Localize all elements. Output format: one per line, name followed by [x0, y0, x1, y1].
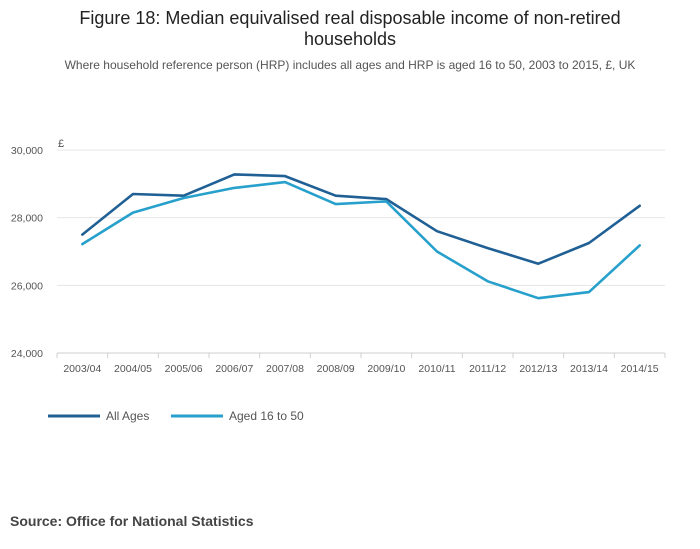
x-tick-label: 2012/13 — [519, 363, 557, 375]
y-tick-label: 28,000 — [11, 213, 43, 225]
x-tick-label: 2009/10 — [367, 363, 405, 375]
series-lines — [81, 173, 642, 300]
gridlines — [57, 149, 665, 286]
x-tick-label: 2010/11 — [418, 363, 455, 375]
source-note: Source: Office for National Statistics — [10, 513, 254, 529]
legend-label-all-ages: All Ages — [106, 409, 149, 423]
x-tick-label: 2006/07 — [215, 363, 253, 375]
x-tick-label: 2013/14 — [570, 363, 608, 375]
x-axis: 2003/04 2004/05 2005/06 2006/07 2007/08 2008/… — [56, 352, 666, 375]
y-axis-unit-label: £ — [58, 138, 64, 150]
x-tick-label: 2008/09 — [317, 363, 355, 375]
y-tick-label: 26,000 — [11, 280, 43, 292]
y-tick-label: 30,000 — [11, 145, 43, 157]
legend: All Ages Aged 16 to 50 — [48, 409, 304, 423]
x-tick-label: 2011/12 — [469, 363, 506, 375]
legend-label-aged-16-to-50: Aged 16 to 50 — [229, 409, 304, 423]
chart-title-line-1: Figure 18: Median equivalised real dispo… — [79, 8, 620, 28]
x-tick-label: 2007/08 — [266, 363, 304, 375]
y-axis: 24,000 26,000 28,000 30,000 — [11, 145, 43, 360]
x-tick-label: 2005/06 — [165, 363, 203, 375]
x-tick-label: 2003/04 — [63, 363, 101, 375]
series-line-aged-16-to-50 — [81, 180, 642, 300]
x-tick-label: 2004/05 — [114, 363, 152, 375]
chart-subtitle: Where household reference person (HRP) i… — [65, 58, 636, 72]
x-tick-label: 2014/15 — [621, 363, 659, 375]
chart-title-line-2: households — [304, 29, 396, 49]
series-line-all-ages — [81, 173, 642, 266]
y-tick-label: 24,000 — [11, 348, 43, 360]
